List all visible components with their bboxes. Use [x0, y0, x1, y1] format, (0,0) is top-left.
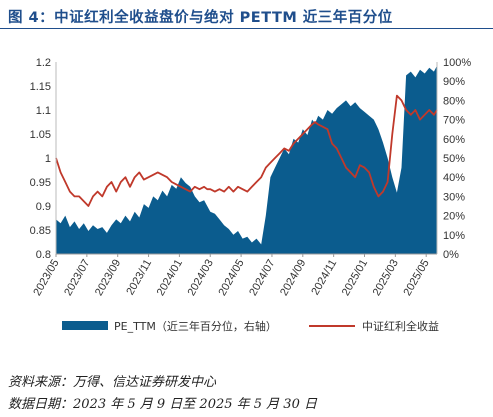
left-tick-label: 0.8 — [36, 249, 51, 261]
right-tick-label: 100% — [443, 57, 471, 69]
x-tick-label: 2024/11 — [309, 258, 339, 298]
right-tick-label: 30% — [443, 191, 465, 203]
line-layer — [55, 94, 438, 207]
x-tick-label: 2023/11 — [124, 258, 154, 298]
x-tick-label: 2023/07 — [62, 258, 92, 298]
left-tick-label: 1.15 — [30, 81, 51, 93]
right-tick-label: 0% — [443, 249, 459, 261]
x-tick-label: 2024/03 — [186, 258, 216, 298]
right-tick-label: 20% — [443, 211, 465, 223]
date-note: 数据日期：2023 年 5 月 9 日至 2025 年 5 月 30 日 — [8, 397, 317, 412]
area-layer — [56, 65, 437, 254]
left-tick-label: 1 — [45, 153, 51, 165]
legend-line-label: 中证红利全收益 — [362, 319, 439, 333]
x-tick-label: 2024/09 — [278, 258, 308, 298]
x-tick-label: 2025/01 — [340, 258, 370, 298]
right-tick-label: 10% — [443, 230, 465, 242]
left-tick-label: 0.85 — [30, 225, 51, 237]
x-tick-label: 2025/05 — [402, 258, 432, 298]
x-tick-label: 2023/09 — [93, 258, 123, 298]
chart-title: 图 4：中证红利全收益盘价与绝对 PETTM 近三年百分位 — [8, 10, 393, 26]
x-tick-label: 2023/05 — [31, 258, 61, 298]
x-tick-label: 2024/01 — [155, 258, 185, 298]
right-tick-label: 50% — [443, 153, 465, 165]
right-tick-label: 90% — [443, 76, 465, 88]
title-rule — [0, 28, 493, 29]
pe-ttm-area — [56, 65, 437, 254]
index-line — [55, 94, 438, 207]
left-tick-label: 1.2 — [36, 57, 51, 69]
legend-layer: PE_TTM（近三年百分位，右轴） 中证红利全收益 — [62, 319, 439, 333]
x-tick-label: 2025/03 — [371, 258, 401, 298]
x-tick-label: 2024/05 — [216, 258, 246, 298]
left-tick-label: 0.95 — [30, 177, 51, 189]
right-tick-label: 80% — [443, 95, 465, 107]
right-tick-label: 60% — [443, 134, 465, 146]
left-tick-label: 1.1 — [36, 105, 51, 117]
left-tick-label: 0.9 — [36, 201, 51, 213]
legend-area-swatch — [62, 321, 108, 330]
x-tick-label: 2024/07 — [247, 258, 277, 298]
right-tick-label: 40% — [443, 172, 465, 184]
right-tick-label: 70% — [443, 115, 465, 127]
source-note: 资料来源：万得、信达证券研发中心 — [8, 375, 217, 390]
legend-area-label: PE_TTM（近三年百分位，右轴） — [114, 319, 277, 333]
left-tick-label: 1.05 — [30, 129, 51, 141]
